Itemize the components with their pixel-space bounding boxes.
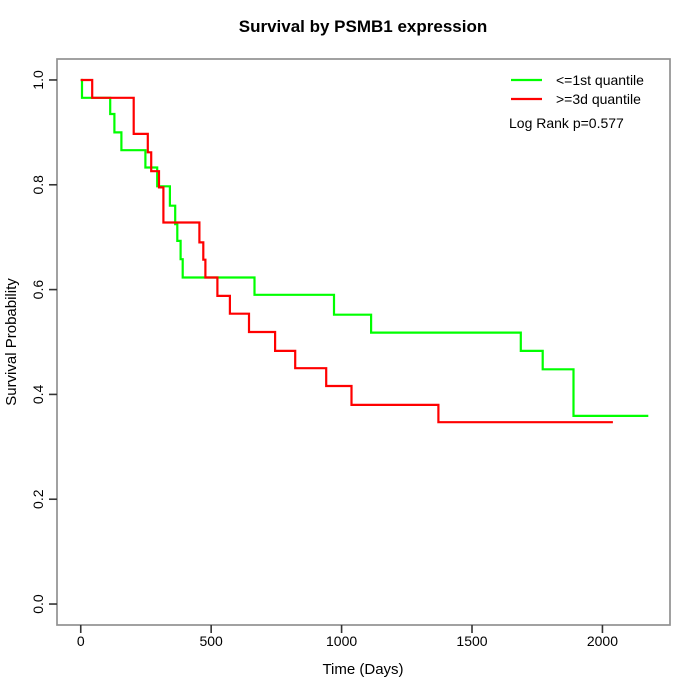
y-axis-label: Survival Probability bbox=[3, 278, 20, 406]
y-tick-label: 0.0 bbox=[30, 594, 46, 614]
y-tick-label: 1.0 bbox=[30, 70, 46, 90]
y-tick-label: 0.2 bbox=[30, 489, 46, 509]
survival-curves bbox=[80, 78, 649, 424]
x-tick-label: 500 bbox=[199, 633, 223, 649]
y-axis-ticks: 0.0 0.2 0.4 0.6 0.8 1.0 bbox=[30, 70, 57, 614]
x-tick-label: 0 bbox=[77, 633, 85, 649]
y-tick-label: 0.6 bbox=[30, 280, 46, 300]
x-tick-label: 1500 bbox=[456, 633, 487, 649]
x-axis-label: Time (Days) bbox=[322, 661, 403, 678]
x-tick-label: 1000 bbox=[326, 633, 357, 649]
y-tick-label: 0.8 bbox=[30, 175, 46, 195]
survival-curve-red bbox=[80, 78, 613, 424]
survival-curve-green bbox=[80, 78, 649, 417]
x-axis-ticks: 0 500 1000 1500 2000 bbox=[77, 625, 618, 649]
x-tick-label: 2000 bbox=[587, 633, 618, 649]
log-rank-annotation: Log Rank p=0.577 bbox=[509, 115, 624, 131]
legend-label-third-quantile: >=3d quantile bbox=[556, 91, 641, 107]
chart-title: Survival by PSMB1 expression bbox=[239, 17, 488, 36]
y-tick-label: 0.4 bbox=[30, 384, 46, 404]
legend: <=1st quantile >=3d quantile Log Rank p=… bbox=[509, 72, 644, 131]
plot-box bbox=[56, 58, 671, 626]
legend-label-first-quantile: <=1st quantile bbox=[556, 72, 644, 88]
